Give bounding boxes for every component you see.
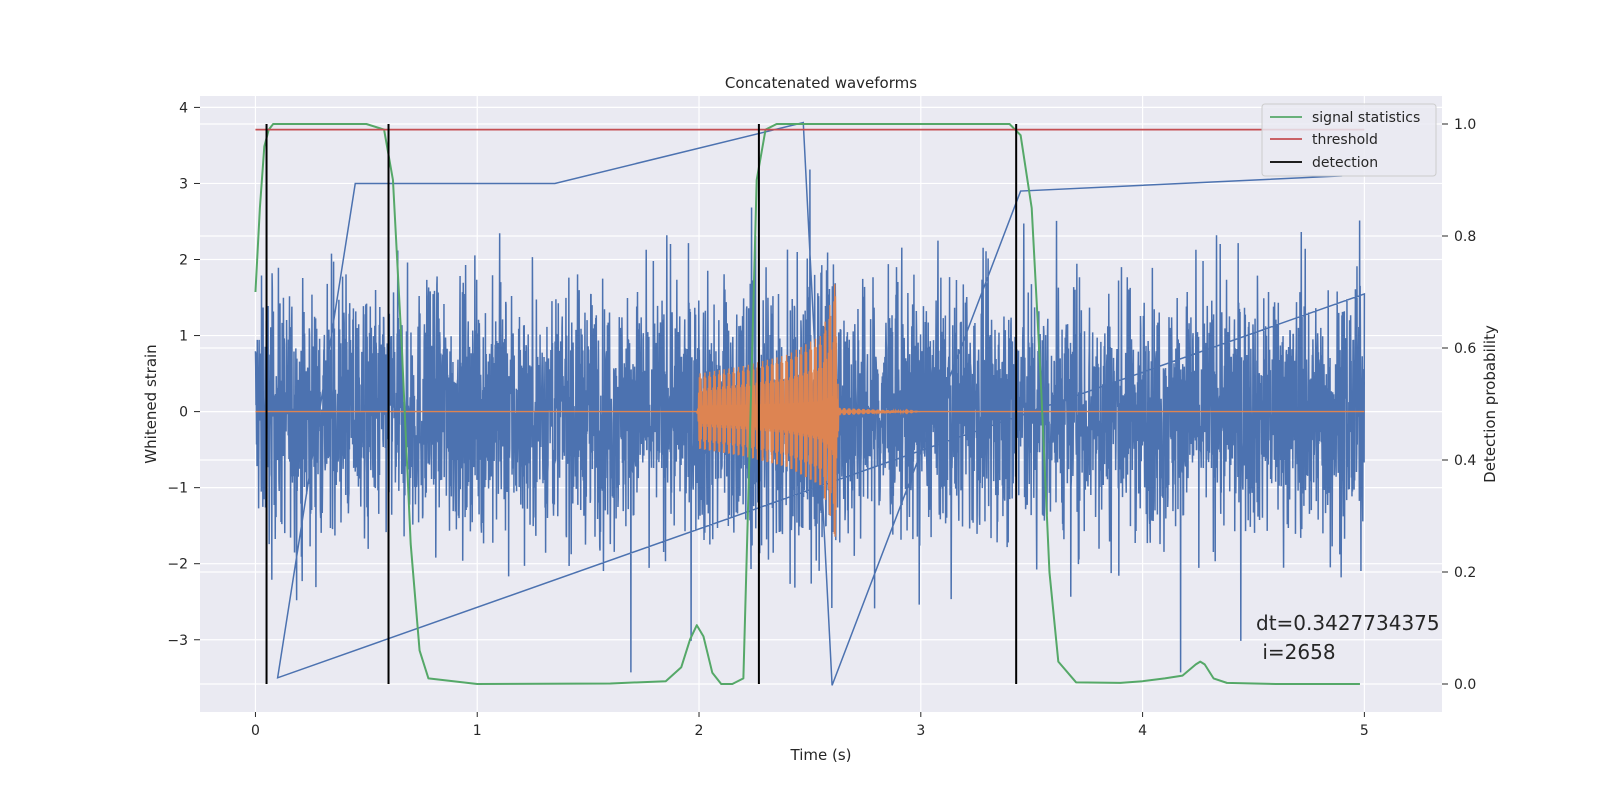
legend: signal statistics threshold detection xyxy=(1261,103,1437,177)
y-tick-label: −1 xyxy=(167,481,188,497)
y-axis-label: Whitened strain xyxy=(142,344,160,463)
signal-statistics-series xyxy=(254,123,1360,685)
y-tick-label-right: 0.8 xyxy=(1454,229,1476,245)
legend-label-detection: detection xyxy=(1312,155,1378,171)
annotation-dt: dt=0.3427734375 xyxy=(1256,611,1440,635)
x-axis-label: Time (s) xyxy=(790,746,852,764)
x-tick-label: 2 xyxy=(695,723,704,739)
y-tick-label: 2 xyxy=(179,253,188,269)
legend-label-signal-statistics: signal statistics xyxy=(1312,110,1420,126)
y-axis-label-right: Detection probability xyxy=(1481,325,1499,483)
axis-ticks: 0 1 2 3 4 5 −3 −2 −1 0 1 2 3 4 0.0 0.2 0.4 0.6 0.8 1.0 xyxy=(167,100,1476,739)
y-tick-label-right: 1.0 xyxy=(1454,117,1476,133)
y-tick-label-right: 0.0 xyxy=(1454,677,1476,693)
y-tick-label: 3 xyxy=(179,176,188,192)
y-tick-label-right: 0.2 xyxy=(1454,565,1476,581)
y-tick-label: 4 xyxy=(179,100,188,116)
injection-series xyxy=(255,284,1365,537)
y-tick-label-right: 0.6 xyxy=(1454,341,1476,357)
y-tick-label: 0 xyxy=(179,405,188,421)
y-tick-label: −3 xyxy=(167,633,188,649)
x-tick-label: 5 xyxy=(1360,723,1369,739)
y-tick-label-right: 0.4 xyxy=(1454,453,1476,469)
x-tick-label: 1 xyxy=(473,723,482,739)
detection-series xyxy=(265,124,1018,684)
signal-statistics-line xyxy=(254,123,1360,685)
legend-box xyxy=(1261,103,1437,177)
injection-line xyxy=(255,284,1365,537)
chart-title: Concatenated waveforms xyxy=(725,74,917,92)
x-tick-label: 3 xyxy=(916,723,925,739)
legend-label-threshold: threshold xyxy=(1312,132,1378,148)
annotation-index: i=2658 xyxy=(1256,640,1336,664)
y-tick-label: −2 xyxy=(167,557,188,573)
x-tick-label: 0 xyxy=(251,723,260,739)
y-tick-label: 1 xyxy=(179,329,188,345)
x-tick-label: 4 xyxy=(1138,723,1147,739)
